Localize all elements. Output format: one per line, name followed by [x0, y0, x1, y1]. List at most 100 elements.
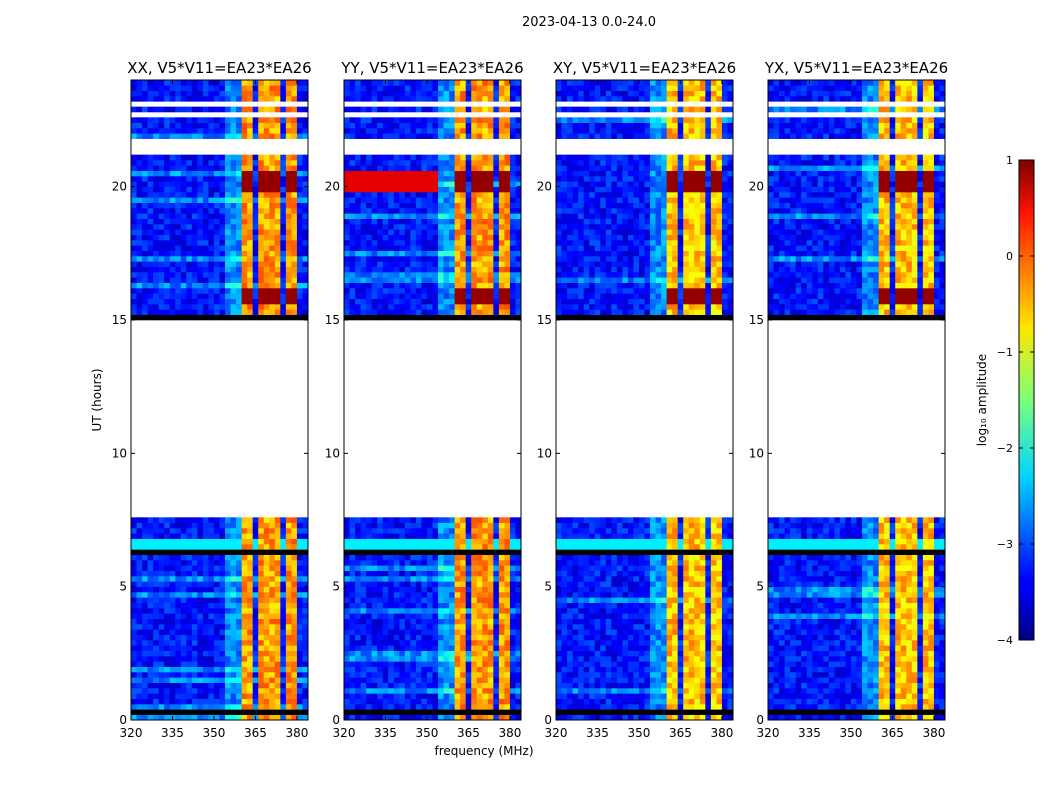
- heatmap-cell: [258, 709, 265, 715]
- heatmap-cell: [147, 293, 154, 299]
- heatmap-cell: [432, 554, 439, 561]
- heatmap-cell: [355, 261, 362, 267]
- heatmap-cell: [180, 224, 187, 230]
- heatmap-cell: [465, 613, 472, 619]
- heatmap-cell: [219, 117, 226, 123]
- heatmap-cell: [443, 96, 450, 102]
- heatmap-cell: [291, 288, 298, 294]
- heatmap-cell: [388, 224, 395, 230]
- heatmap-cell: [460, 309, 467, 315]
- heatmap-cell: [202, 165, 209, 171]
- heatmap-cell: [291, 261, 298, 267]
- heatmap-cell: [208, 522, 215, 529]
- heatmap-cell: [291, 272, 298, 278]
- heatmap-cell: [186, 288, 193, 294]
- heatmap-cell: [393, 714, 400, 721]
- heatmap-cell: [349, 528, 356, 534]
- heatmap-cell: [274, 176, 281, 182]
- heatmap-cell: [377, 565, 384, 571]
- heatmap-cell: [493, 250, 500, 257]
- heatmap-cell: [142, 672, 149, 678]
- heatmap-cell: [382, 128, 389, 134]
- heatmap-cell: [449, 704, 456, 710]
- heatmap-cell: [225, 645, 232, 651]
- heatmap-cell: [247, 128, 254, 134]
- heatmap-cell: [302, 586, 309, 593]
- heatmap-cell: [247, 181, 254, 187]
- heatmap-cell: [164, 554, 171, 561]
- heatmap-cell: [230, 176, 237, 182]
- heatmap-cell: [153, 586, 160, 593]
- heatmap-cell: [493, 704, 500, 710]
- heatmap-cell: [493, 277, 500, 283]
- heatmap-cells: [131, 80, 309, 721]
- heatmap-cell: [360, 672, 367, 678]
- heatmap-cell: [438, 597, 445, 603]
- heatmap-cell: [377, 106, 384, 113]
- heatmap-cell: [136, 656, 143, 662]
- heatmap-cell: [421, 517, 428, 523]
- heatmap-cell: [382, 224, 389, 230]
- heatmap-cell: [147, 682, 154, 689]
- heatmap-cell: [349, 122, 356, 129]
- heatmap-cell: [482, 96, 489, 102]
- heatmap-cell: [186, 554, 193, 561]
- heatmap-cell: [443, 85, 450, 91]
- heatmap-cell: [225, 133, 232, 139]
- heatmap-cell: [136, 693, 143, 699]
- heatmap-cell: [186, 245, 193, 251]
- heatmap-cell: [404, 277, 411, 283]
- heatmap-cell: [410, 645, 417, 651]
- heatmap-cell: [169, 533, 176, 539]
- heatmap-cell: [175, 709, 182, 715]
- heatmap-cell: [236, 256, 243, 262]
- heatmap-cell: [269, 261, 276, 267]
- heatmap-cell: [344, 208, 351, 214]
- heatmap-cell: [504, 650, 511, 657]
- heatmap-cell: [169, 277, 176, 283]
- heatmap-cell: [355, 154, 362, 161]
- heatmap-cell: [404, 709, 411, 715]
- heatmap-cell: [208, 672, 215, 678]
- heatmap-cell: [219, 304, 226, 310]
- heatmap-cell: [493, 272, 500, 278]
- heatmap-cell: [438, 528, 445, 534]
- heatmap-cell: [186, 202, 193, 209]
- heatmap-cell: [366, 672, 373, 678]
- heatmap-cell: [426, 554, 433, 561]
- heatmap-cell: [393, 650, 400, 657]
- heatmap-cell: [219, 170, 226, 177]
- heatmap-cell: [493, 261, 500, 267]
- heatmap-cell: [371, 634, 378, 641]
- heatmap-cell: [476, 298, 483, 305]
- heatmap-cell: [487, 186, 494, 193]
- heatmap-cell: [382, 309, 389, 315]
- heatmap-cell: [236, 282, 243, 289]
- heatmap-cell: [230, 597, 237, 603]
- heatmap-cell: [169, 90, 176, 97]
- heatmap-cell: [180, 293, 187, 299]
- heatmap-cell: [302, 709, 309, 715]
- heatmap-cell: [274, 656, 281, 662]
- heatmap-cell: [225, 613, 232, 619]
- heatmap-cell: [410, 656, 417, 662]
- heatmap-cell: [476, 186, 483, 193]
- heatmap-cell: [153, 688, 160, 694]
- heatmap-cell: [487, 602, 494, 609]
- heatmap-cell: [142, 682, 149, 689]
- heatmap-cell: [302, 629, 309, 635]
- heatmap-cell: [432, 560, 439, 566]
- heatmap-cell: [509, 661, 516, 667]
- heatmap-cell: [252, 266, 259, 273]
- heatmap-cell: [208, 538, 215, 545]
- heatmap-cell: [421, 208, 428, 214]
- heatmap-cell: [443, 624, 450, 630]
- heatmap-cell: [388, 586, 395, 593]
- heatmap-cell: [269, 282, 276, 289]
- heatmap-cell: [197, 202, 204, 209]
- heatmap-cell: [202, 592, 209, 598]
- heatmap-cell: [415, 165, 422, 171]
- heatmap-cell: [482, 688, 489, 694]
- heatmap-cell: [355, 709, 362, 715]
- heatmap-cell: [504, 682, 511, 689]
